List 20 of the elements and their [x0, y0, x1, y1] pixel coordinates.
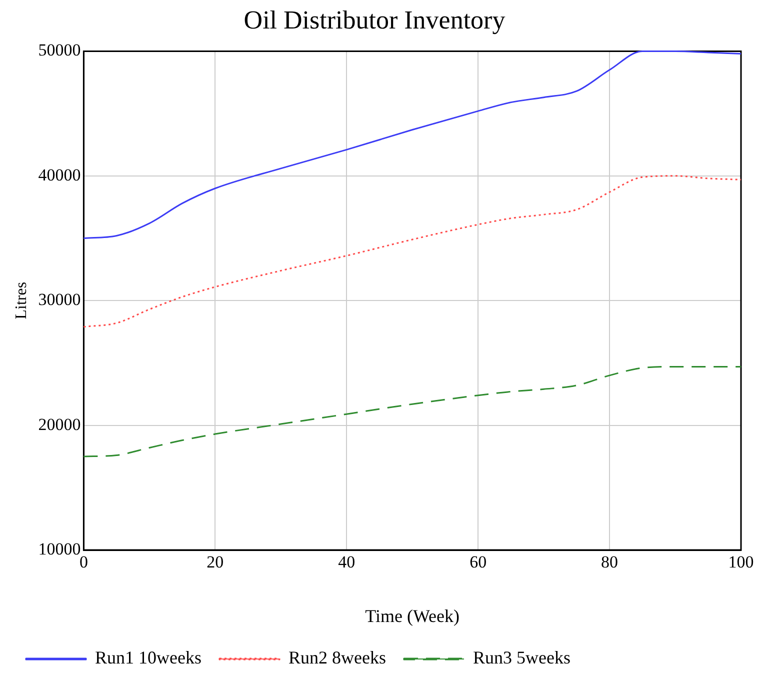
legend-label: Run2 8weeks	[288, 648, 386, 668]
y-tick-label: 10000	[38, 539, 81, 558]
y-tick-label: 30000	[38, 290, 81, 310]
line-series	[82, 50, 742, 239]
y-tick-label: 20000	[38, 414, 81, 434]
x-tick-label: 40	[338, 552, 356, 572]
y-tick-label: 40000	[38, 165, 81, 184]
x-tick-label: 60	[470, 552, 487, 572]
x-axis-title: Time (Week)	[365, 606, 460, 626]
chart-title: Oil Distributor Inventory	[244, 5, 506, 34]
x-tick-label: 80	[601, 552, 618, 572]
legend-label: Run3 5weeks	[472, 648, 570, 668]
line-series	[82, 175, 742, 328]
y-axis-title: Litres	[12, 282, 30, 320]
legend-label: Run1 10weeks	[95, 648, 202, 668]
x-tick-label: 0	[79, 552, 88, 572]
line-series	[82, 366, 742, 458]
x-tick-label: 100	[728, 552, 754, 572]
y-tick-label: 50000	[38, 40, 81, 60]
x-tick-label: 20	[206, 552, 224, 572]
